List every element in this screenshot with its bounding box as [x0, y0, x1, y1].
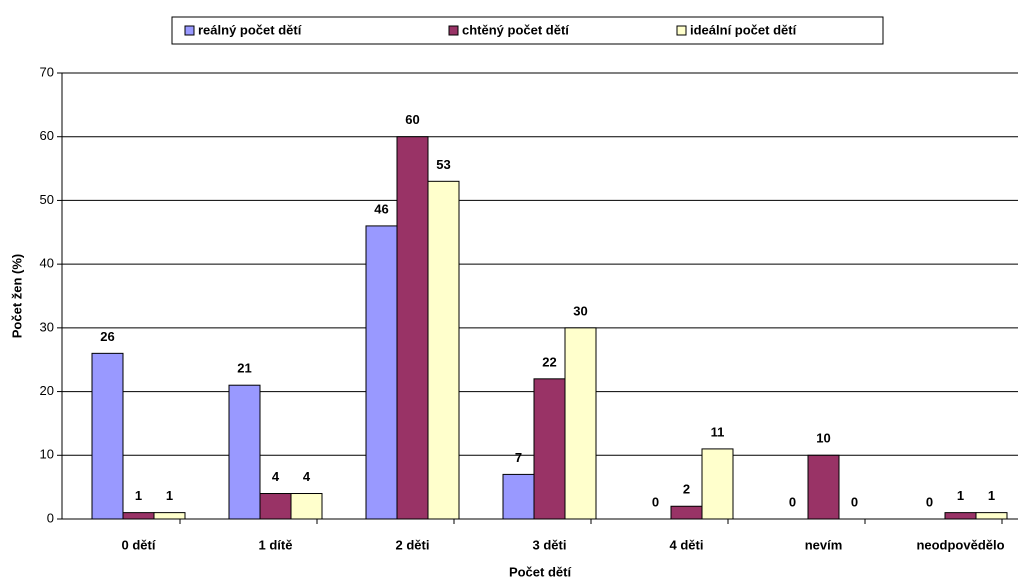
legend-label: ideální počet dětí: [690, 22, 797, 37]
y-tick-label: 70: [40, 64, 54, 79]
bar: [228, 384, 261, 520]
value-label: 10: [816, 431, 830, 446]
x-tick-label: 4 děti: [670, 537, 704, 552]
legend-swatch: [676, 25, 687, 36]
value-label: 1: [957, 488, 964, 503]
y-tick-label: 0: [47, 510, 54, 525]
x-tick-label: 2 děti: [396, 537, 430, 552]
y-tick-label: 40: [40, 256, 54, 271]
y-tick-label: 10: [40, 447, 54, 462]
value-label: 1: [166, 488, 173, 503]
bar: [259, 493, 292, 520]
x-tick-label: 1 dítě: [259, 537, 293, 552]
value-label: 4: [303, 469, 311, 484]
x-tick-label: 0 dětí: [122, 537, 156, 552]
x-tick-label: 3 děti: [533, 537, 567, 552]
value-label: 0: [789, 494, 796, 509]
value-label: 46: [374, 201, 388, 216]
bar: [807, 454, 840, 520]
legend-label: reálný počet dětí: [198, 22, 302, 37]
bar: [670, 505, 703, 520]
bar: [564, 327, 597, 520]
value-label: 60: [405, 112, 419, 127]
value-label: 26: [100, 329, 114, 344]
value-label: 0: [926, 494, 933, 509]
value-label: 53: [436, 157, 450, 172]
value-label: 1: [988, 488, 995, 503]
legend-label: chtěný počet dětí: [462, 22, 569, 37]
value-label: 4: [272, 469, 280, 484]
value-label: 11: [711, 424, 725, 439]
bar: [533, 378, 566, 520]
value-label: 30: [573, 303, 587, 318]
bar: [153, 512, 186, 520]
value-label: 7: [515, 450, 522, 465]
bar: [122, 512, 155, 520]
bar: [365, 225, 398, 520]
value-label: 1: [135, 488, 142, 503]
legend-box: [171, 16, 884, 45]
value-label: 0: [851, 494, 858, 509]
bar: [975, 512, 1008, 520]
value-label: 0: [652, 494, 659, 509]
y-tick-label: 30: [40, 319, 54, 334]
x-tick-label: neodpovědělo: [916, 537, 1004, 552]
value-label: 22: [542, 354, 556, 369]
bar: [396, 136, 429, 520]
x-tick-label: nevím: [805, 537, 843, 552]
legend-swatch: [448, 25, 459, 36]
bar: [944, 512, 977, 520]
value-label: 21: [237, 361, 251, 376]
bar: [290, 493, 323, 520]
value-label: 2: [683, 482, 690, 497]
bar: [427, 180, 460, 520]
legend-swatch: [184, 25, 195, 36]
bar: [91, 352, 124, 520]
y-tick-label: 20: [40, 383, 54, 398]
y-tick-label: 60: [40, 128, 54, 143]
y-axis-label: Počet žen (%): [9, 254, 24, 339]
y-tick-label: 50: [40, 192, 54, 207]
bar: [701, 448, 734, 520]
x-axis-label: Počet dětí: [509, 564, 572, 579]
bar: [502, 473, 535, 520]
